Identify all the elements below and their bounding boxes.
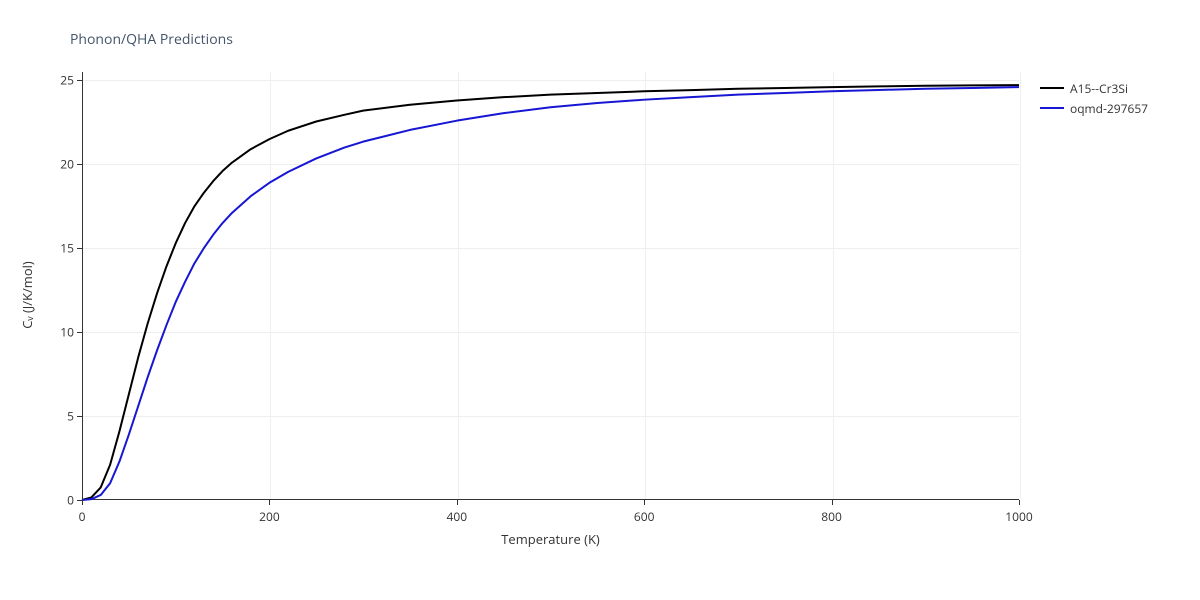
y-tick-label: 20: [44, 156, 74, 173]
legend-label: oqmd-297657: [1070, 100, 1148, 117]
legend: A15--Cr3Si oqmd-297657: [1040, 78, 1148, 118]
gridline-v: [1020, 72, 1021, 499]
y-tick-label: 0: [44, 492, 74, 509]
x-tick-label: 0: [79, 508, 86, 525]
tick-x: [1019, 500, 1020, 505]
y-axis-label: Cᵥ (J/K/mol): [18, 261, 36, 329]
series-line: [82, 85, 1019, 500]
tick-y: [77, 80, 82, 81]
x-tick-label: 400: [447, 508, 468, 525]
legend-label: A15--Cr3Si: [1070, 80, 1128, 97]
y-tick-label: 5: [44, 408, 74, 425]
tick-y: [77, 332, 82, 333]
legend-swatch: [1040, 87, 1064, 89]
legend-item[interactable]: oqmd-297657: [1040, 98, 1148, 118]
tick-y: [77, 248, 82, 249]
x-tick-label: 800: [821, 508, 842, 525]
tick-x: [82, 500, 83, 505]
tick-y: [77, 500, 82, 501]
x-tick-label: 200: [259, 508, 280, 525]
x-axis-label: Temperature (K): [501, 530, 600, 548]
y-tick-label: 10: [44, 324, 74, 341]
tick-x: [644, 500, 645, 505]
tick-x: [269, 500, 270, 505]
y-tick-label: 25: [44, 72, 74, 89]
chart-lines-svg: [82, 72, 1019, 500]
chart-title: Phonon/QHA Predictions: [70, 30, 233, 49]
tick-x: [457, 500, 458, 505]
legend-swatch: [1040, 107, 1064, 109]
legend-item[interactable]: A15--Cr3Si: [1040, 78, 1148, 98]
tick-y: [77, 416, 82, 417]
tick-x: [832, 500, 833, 505]
series-line: [82, 87, 1019, 500]
x-tick-label: 1000: [1005, 508, 1032, 525]
tick-y: [77, 164, 82, 165]
x-tick-label: 600: [634, 508, 655, 525]
y-tick-label: 15: [44, 240, 74, 257]
